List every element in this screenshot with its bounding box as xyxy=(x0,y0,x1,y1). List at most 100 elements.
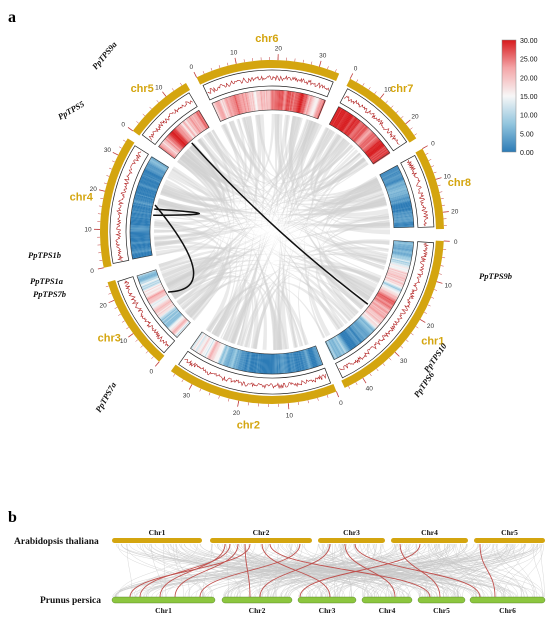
chr6-minor-tick xyxy=(311,62,312,65)
chr7-tick-label: 0 xyxy=(354,66,358,73)
chr1-minor-tick xyxy=(370,374,372,376)
chr7-minor-tick xyxy=(391,106,393,108)
chr5-tick-label: 10 xyxy=(155,85,163,92)
chr7-label: chr7 xyxy=(390,83,413,95)
gene-label-PpTPS1b: PpTPS1b xyxy=(28,250,61,260)
chr6-tick-label: 0 xyxy=(190,64,194,71)
chr3-tick-label: 20 xyxy=(100,303,108,310)
chr1-minor-tick xyxy=(434,290,437,291)
chr1-minor-tick xyxy=(439,274,442,275)
gene-label-PpTPS9a: PpTPS9a xyxy=(90,39,119,71)
chr7-major-tick xyxy=(380,94,384,99)
legend-tick: 20.00 xyxy=(520,75,538,82)
legend-tick: 0.00 xyxy=(520,150,534,157)
chr2-tick-label: 20 xyxy=(233,410,241,417)
chr6-major-tick xyxy=(319,61,321,67)
chr6-minor-tick xyxy=(219,65,220,68)
chr5-minor-tick xyxy=(157,100,159,102)
chr2-tick-label: 30 xyxy=(183,392,191,399)
legend-tick: 25.00 xyxy=(520,57,538,64)
chr5-label: chr5 xyxy=(131,83,154,95)
chr3-major-tick xyxy=(109,300,115,302)
chr1-tick-label: 0 xyxy=(454,239,458,246)
chr1-major-tick xyxy=(420,319,425,322)
chr4-minor-tick xyxy=(109,168,112,169)
chr1-minor-tick xyxy=(348,386,349,389)
gene-label-PpTPS9b: PpTPS9b xyxy=(479,271,512,281)
chr5-minor-tick xyxy=(150,107,152,109)
legend-tick: 15.00 xyxy=(520,94,538,101)
chr6-heat-cell xyxy=(271,90,272,110)
chr4-major-tick xyxy=(113,152,118,155)
chr1-minor-tick xyxy=(383,363,385,365)
top-chromosome-label: Chr4 xyxy=(421,528,438,537)
top-chromosome-label: Chr1 xyxy=(149,528,166,537)
chr2-major-tick xyxy=(238,401,239,407)
chr6-minor-tick xyxy=(203,71,204,74)
chr4-tick-label: 0 xyxy=(90,268,94,275)
legend-colorbar xyxy=(502,40,516,152)
chr8-minor-tick xyxy=(428,159,431,160)
chr4-label: chr4 xyxy=(70,192,94,204)
bottom-chromosome-bar xyxy=(298,597,356,603)
chr8-minor-tick xyxy=(434,172,437,173)
chr3-minor-tick xyxy=(108,293,111,294)
gene-label-PpTPS1a: PpTPS1a xyxy=(30,276,64,286)
chr2-heat-cell xyxy=(272,354,273,374)
chr1-major-tick xyxy=(363,378,366,383)
bottom-chromosome-label: Chr2 xyxy=(249,606,266,615)
chr4-minor-tick xyxy=(123,140,126,142)
chr7-minor-tick xyxy=(410,128,412,130)
chr6-tick-label: 10 xyxy=(230,50,238,57)
chr7-minor-tick xyxy=(369,87,371,89)
bottom-chromosome-label: Chr3 xyxy=(319,606,336,615)
chr2-label: chr2 xyxy=(237,420,260,432)
chr1-minor-tick xyxy=(431,297,434,298)
chr7-tick-label: 20 xyxy=(411,114,419,121)
legend-tick: 5.00 xyxy=(520,131,534,138)
chr3-label: chr3 xyxy=(98,333,121,345)
chr1-minor-tick xyxy=(389,358,391,360)
species-top-label: Arabidopsis thaliana xyxy=(14,537,99,547)
gene-label-PpTPS6: PpTPS6 xyxy=(411,369,436,399)
chr7-minor-tick xyxy=(375,92,377,94)
chr1-minor-tick xyxy=(411,333,413,335)
chr3-minor-tick xyxy=(115,307,118,308)
chr2-minor-tick xyxy=(182,379,184,382)
chr4-minor-tick xyxy=(106,175,109,176)
chr5-minor-tick xyxy=(172,88,174,90)
chr2-minor-tick xyxy=(228,399,229,402)
chr6-minor-tick xyxy=(335,69,336,72)
top-chromosome-bar xyxy=(318,538,385,543)
chr8-label: chr8 xyxy=(448,177,471,189)
chr1-tick-label: 10 xyxy=(445,283,453,290)
chr4-heat-cell xyxy=(130,232,150,233)
chr6-tick-label: 30 xyxy=(319,53,327,60)
chr2-tick-label: 10 xyxy=(286,413,294,420)
chr3-major-tick xyxy=(155,362,159,367)
chr6-minor-tick xyxy=(211,68,212,71)
chr3-minor-tick xyxy=(141,346,143,348)
chr2-minor-tick xyxy=(219,396,220,399)
chr2-major-tick xyxy=(336,391,338,397)
chr4-tick-label: 10 xyxy=(84,227,92,234)
chr5-minor-tick xyxy=(143,114,145,116)
chr4-minor-tick xyxy=(119,147,122,148)
chr2-tick-label: 0 xyxy=(339,400,343,407)
bottom-chromosome-bar xyxy=(112,597,215,603)
top-chromosome-label: Chr3 xyxy=(343,528,360,537)
chr3-minor-tick xyxy=(151,357,153,359)
chr4-minor-tick xyxy=(112,161,115,162)
chr1-major-tick xyxy=(395,352,399,356)
bottom-chromosome-bar xyxy=(418,597,465,603)
chr1-minor-tick xyxy=(416,326,419,328)
bottom-chromosome-bar xyxy=(470,597,545,603)
top-chromosome-bar xyxy=(391,538,468,543)
chr7-minor-tick xyxy=(414,134,416,136)
chr6-major-tick xyxy=(235,58,236,64)
chr3-minor-tick xyxy=(122,321,125,323)
